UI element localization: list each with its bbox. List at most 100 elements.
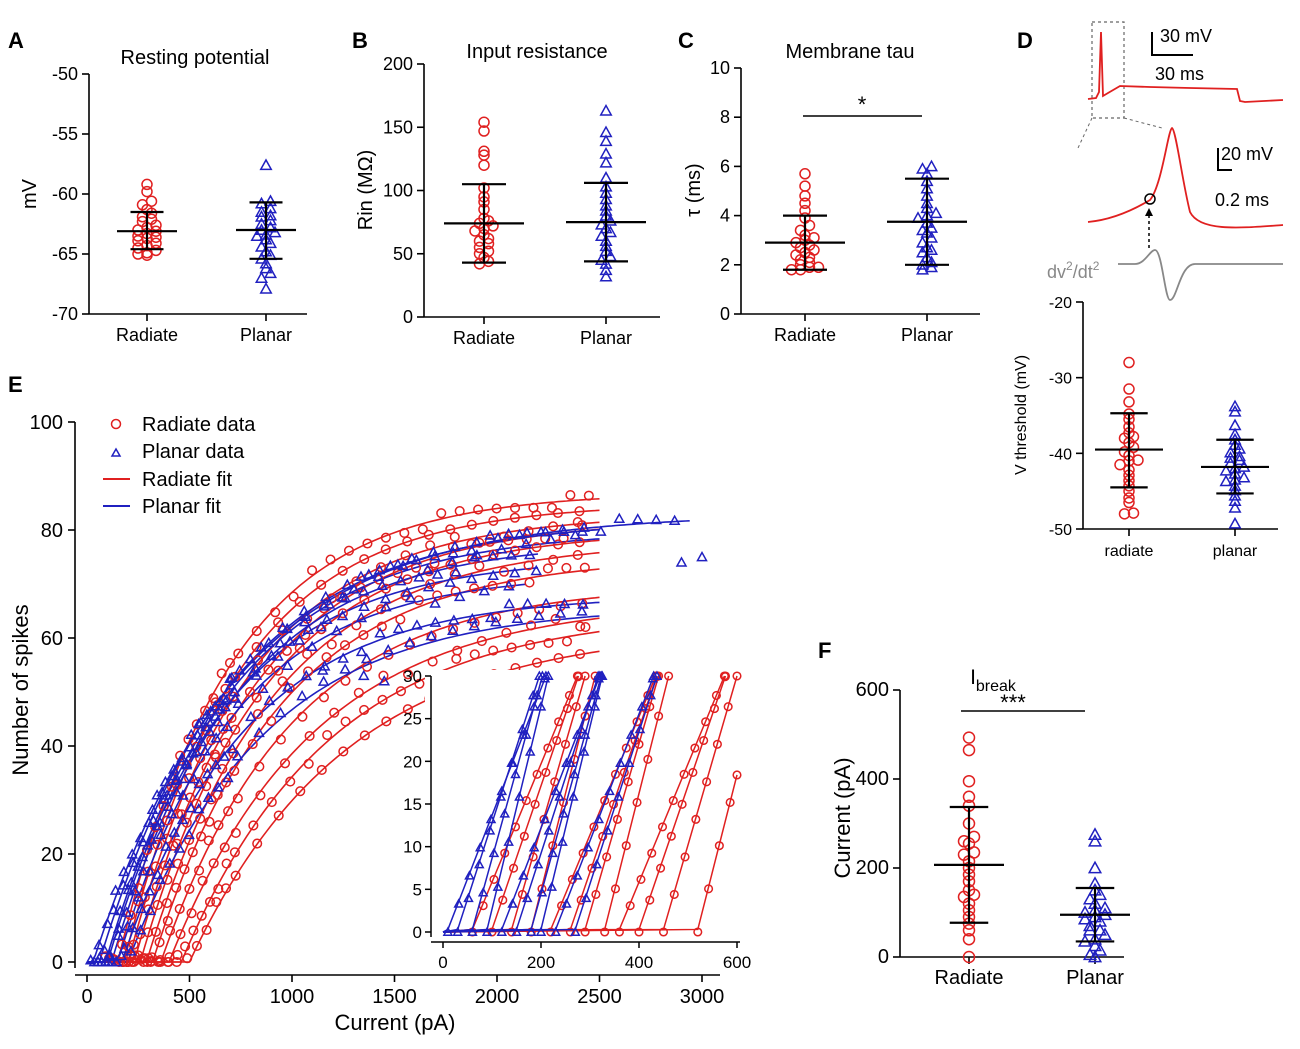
x-tick-label: Planar xyxy=(1066,967,1124,989)
point-planar xyxy=(547,847,559,858)
point-planar xyxy=(466,612,479,624)
inset-y-tick-label: 15 xyxy=(403,795,422,814)
point-planar xyxy=(580,892,592,903)
point-radiate xyxy=(498,895,508,905)
point-radiate xyxy=(400,550,411,561)
panel-c-ylabel: τ (ms) xyxy=(683,163,705,216)
point-radiate xyxy=(121,956,132,968)
panel-a-points xyxy=(117,158,296,294)
point-radiate xyxy=(223,806,234,817)
point-radiate xyxy=(399,527,410,539)
point-radiate xyxy=(962,731,976,744)
point-radiate xyxy=(548,554,559,565)
point-planar xyxy=(112,922,125,933)
point-planar xyxy=(1228,494,1242,506)
threshold-marker xyxy=(1144,193,1156,205)
point-radiate xyxy=(473,504,484,515)
point-radiate xyxy=(338,746,349,757)
point-planar xyxy=(924,243,939,255)
zoomed-spike xyxy=(1087,126,1284,229)
point-radiate xyxy=(154,937,165,948)
point-planar xyxy=(171,773,183,784)
point-radiate xyxy=(279,758,291,769)
point-radiate xyxy=(141,178,153,191)
point-planar xyxy=(569,528,582,540)
point-radiate xyxy=(488,549,499,560)
point-radiate xyxy=(252,709,264,720)
point-radiate xyxy=(1123,496,1135,509)
point-radiate xyxy=(1132,454,1144,466)
point-planar xyxy=(159,775,172,787)
point-planar xyxy=(259,256,273,269)
point-planar xyxy=(468,551,481,562)
point-radiate xyxy=(378,670,389,681)
point-planar xyxy=(558,808,569,818)
panel-f-title: Ibreak xyxy=(970,666,1017,695)
point-planar xyxy=(449,540,461,551)
point-radiate xyxy=(509,502,521,513)
point-radiate xyxy=(221,858,232,869)
point-planar xyxy=(357,585,370,596)
y-tick-label: 100 xyxy=(30,412,63,434)
zoom-guide-left xyxy=(1077,117,1093,149)
point-radiate xyxy=(600,927,610,937)
point-planar xyxy=(1092,887,1108,901)
point-planar xyxy=(506,757,517,767)
point-planar xyxy=(166,769,178,781)
panel-a-title: Resting potential xyxy=(121,47,270,69)
point-radiate xyxy=(702,777,712,787)
point-planar xyxy=(360,652,373,664)
point-planar xyxy=(156,786,168,797)
panel-e-letter: E xyxy=(8,372,23,397)
point-planar xyxy=(492,532,504,543)
y-tick-label: -50 xyxy=(1049,522,1072,539)
point-radiate xyxy=(233,648,244,659)
point-planar xyxy=(282,681,294,692)
point-planar xyxy=(250,669,263,680)
panel-a: A Resting potential mV -50 -55 -60 -65 -70 Ra… xyxy=(8,28,307,345)
point-planar xyxy=(323,598,336,609)
point-planar xyxy=(508,566,521,578)
y-tick-label: 0 xyxy=(878,946,889,968)
point-radiate xyxy=(643,754,653,764)
point-radiate xyxy=(512,608,523,619)
point-radiate xyxy=(546,502,557,513)
point-radiate xyxy=(534,604,545,615)
point-radiate xyxy=(316,579,327,590)
point-radiate xyxy=(610,769,621,779)
point-planar xyxy=(554,791,565,801)
point-radiate xyxy=(679,769,689,779)
point-planar xyxy=(1082,918,1098,932)
point-radiate xyxy=(478,145,490,158)
point-planar xyxy=(209,710,222,721)
panel-b-ylabel: Rin (MΩ) xyxy=(355,150,377,231)
point-radiate xyxy=(523,560,534,571)
point-radiate xyxy=(184,883,195,894)
point-radiate xyxy=(339,640,351,651)
point-radiate xyxy=(591,889,601,900)
panel-f-significance: *** xyxy=(1000,690,1026,715)
point-planar xyxy=(470,535,483,547)
point-planar xyxy=(1228,399,1242,412)
point-planar xyxy=(135,902,147,914)
point-planar xyxy=(511,926,522,936)
point-radiate xyxy=(666,831,676,841)
point-planar xyxy=(330,624,343,636)
point-radiate xyxy=(509,512,520,523)
point-radiate xyxy=(612,814,622,824)
point-planar xyxy=(93,952,106,963)
point-planar xyxy=(168,826,181,837)
point-planar xyxy=(579,729,591,739)
point-radiate xyxy=(548,521,559,532)
point-planar xyxy=(163,857,176,868)
point-radiate xyxy=(230,827,241,839)
point-planar xyxy=(374,627,386,638)
point-radiate xyxy=(503,535,514,546)
point-planar xyxy=(233,664,246,675)
point-radiate xyxy=(466,519,477,530)
point-radiate xyxy=(321,652,332,663)
point-radiate xyxy=(220,737,231,748)
point-planar xyxy=(193,777,206,789)
scale-bar-2-time: 0.2 ms xyxy=(1215,190,1269,210)
point-planar xyxy=(254,210,269,222)
